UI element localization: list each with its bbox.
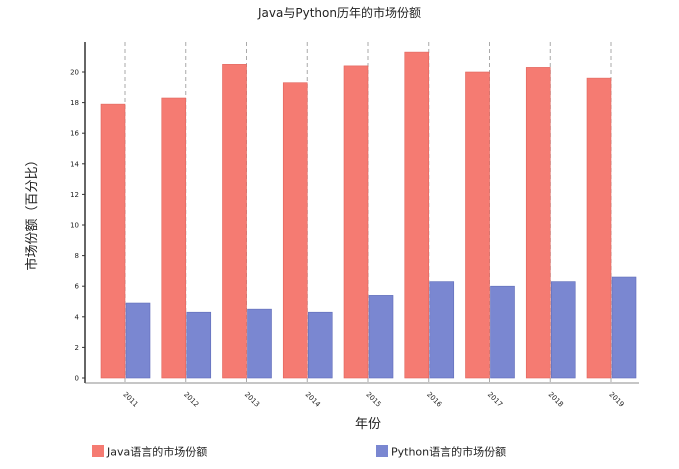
bar-java-2015 — [343, 65, 369, 379]
x-tick-label-2018: 2018 — [547, 390, 565, 408]
bar-python-2011 — [125, 302, 151, 379]
chart-title: Java与Python历年的市场份额 — [257, 5, 421, 20]
x-tick-label-2016: 2016 — [425, 390, 444, 409]
bar-python-2016 — [429, 281, 455, 379]
legend-swatch-java — [92, 445, 104, 457]
y-tick-label-2: 2 — [75, 344, 79, 352]
bar-java-2018 — [525, 67, 551, 379]
y-tick-label-18: 18 — [70, 99, 79, 107]
legend-label-python: Python语言的市场份额 — [391, 445, 506, 459]
y-axis-label: 市场份额（百分比） — [24, 153, 40, 270]
axes — [82, 42, 639, 384]
y-tick-labels: 0 2 4 6 8 10 12 14 16 18 20 — [70, 69, 79, 383]
x-tick-label-2011: 2011 — [121, 390, 139, 408]
x-tick-label-2014: 2014 — [304, 390, 323, 409]
y-tick-label-10: 10 — [70, 222, 79, 230]
bar-java-2014 — [282, 82, 308, 379]
bar-python-2015 — [368, 295, 394, 379]
bar-java-2013 — [222, 64, 247, 379]
bar-java-2019 — [586, 77, 612, 379]
y-tick-label-6: 6 — [75, 283, 80, 291]
x-axis-label: 年份 — [355, 417, 381, 432]
legend-label-java: Java语言的市场份额 — [106, 445, 207, 459]
bar-python-2013 — [247, 308, 272, 379]
y-tick-label-12: 12 — [70, 191, 79, 199]
bar-java-2016 — [404, 51, 430, 379]
x-tick-label-2013: 2013 — [243, 390, 261, 408]
x-tick-label-2019: 2019 — [607, 390, 625, 408]
legend: Java语言的市场份额 Python语言的市场份额 — [92, 445, 506, 459]
y-tick-label-0: 0 — [75, 375, 79, 383]
bar-python-2014 — [307, 311, 333, 379]
bar-python-2019 — [611, 276, 637, 379]
bar-python-2018 — [550, 281, 576, 379]
y-tick-label-16: 16 — [70, 130, 79, 138]
bar-java-2011 — [100, 103, 126, 379]
y-tick-label-8: 8 — [75, 252, 79, 260]
bar-python-2012 — [186, 311, 212, 379]
y-tick-label-14: 14 — [70, 160, 79, 168]
x-tick-label-2017: 2017 — [486, 390, 504, 408]
bar-java-2017 — [465, 71, 490, 379]
bar-java-2012 — [161, 97, 187, 379]
bars — [100, 51, 637, 379]
x-tick-label-2015: 2015 — [364, 390, 382, 408]
x-tick-labels: 2011 2012 2013 2014 2015 2016 2017 2018 2019 — [121, 390, 625, 409]
y-tick-label-20: 20 — [70, 69, 79, 77]
bar-python-2017 — [490, 285, 515, 379]
x-tick-label-2012: 2012 — [182, 390, 200, 408]
y-tick-label-4: 4 — [75, 313, 80, 321]
legend-swatch-python — [376, 445, 388, 457]
